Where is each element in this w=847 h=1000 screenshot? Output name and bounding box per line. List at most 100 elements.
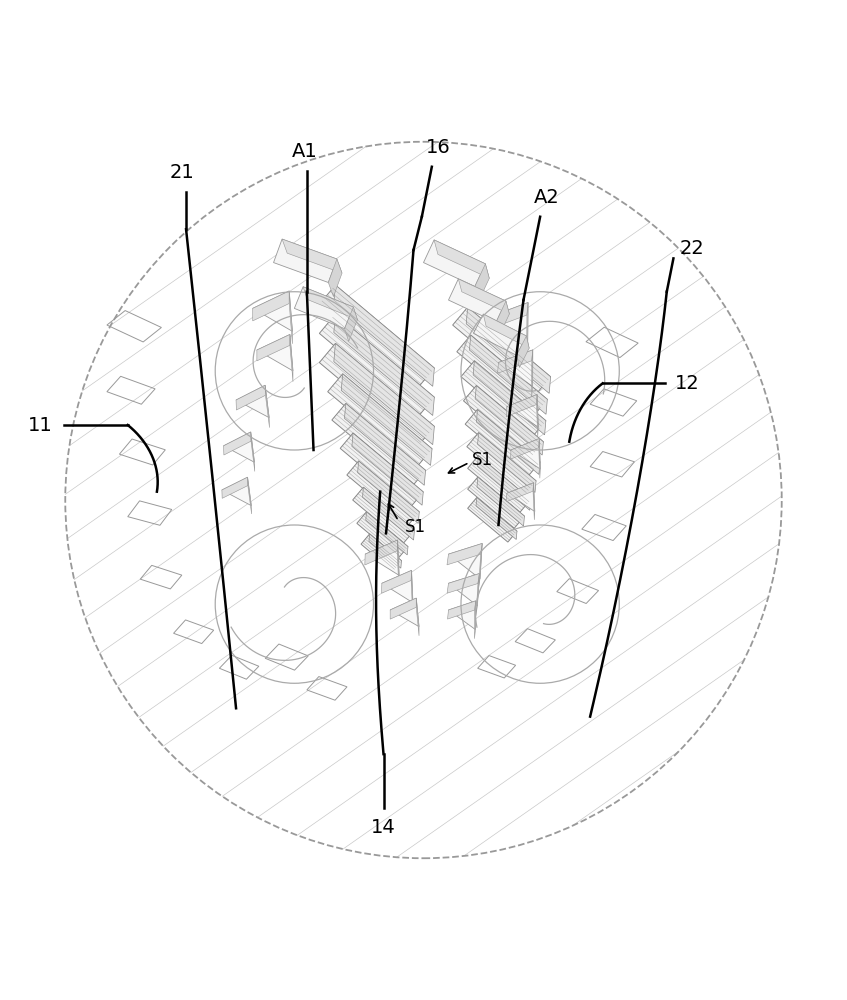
Polygon shape <box>536 395 538 437</box>
Polygon shape <box>252 291 292 331</box>
Polygon shape <box>365 540 399 575</box>
Polygon shape <box>476 410 540 474</box>
Text: 11: 11 <box>28 416 53 435</box>
Polygon shape <box>468 497 517 542</box>
Polygon shape <box>478 433 536 492</box>
Polygon shape <box>341 374 432 465</box>
Polygon shape <box>484 314 529 348</box>
Polygon shape <box>390 598 419 627</box>
Polygon shape <box>476 497 517 540</box>
Polygon shape <box>517 336 529 367</box>
Polygon shape <box>347 461 419 526</box>
Polygon shape <box>476 574 479 616</box>
Polygon shape <box>222 477 248 498</box>
Polygon shape <box>251 432 255 471</box>
Polygon shape <box>334 285 435 386</box>
Polygon shape <box>352 433 424 505</box>
Polygon shape <box>236 385 265 410</box>
Polygon shape <box>282 239 342 273</box>
Text: A2: A2 <box>534 188 560 207</box>
Polygon shape <box>340 433 424 507</box>
Polygon shape <box>452 307 551 395</box>
Polygon shape <box>447 601 476 619</box>
Polygon shape <box>434 240 490 278</box>
Polygon shape <box>319 343 435 446</box>
Polygon shape <box>247 477 252 514</box>
Polygon shape <box>363 487 414 540</box>
Polygon shape <box>449 574 479 606</box>
Polygon shape <box>411 570 413 613</box>
Polygon shape <box>449 601 476 630</box>
Text: A1: A1 <box>292 142 318 161</box>
Polygon shape <box>507 395 538 427</box>
Polygon shape <box>365 540 397 565</box>
Polygon shape <box>457 335 547 416</box>
Polygon shape <box>295 287 353 329</box>
Polygon shape <box>479 543 482 589</box>
Polygon shape <box>497 350 533 373</box>
Polygon shape <box>397 540 399 586</box>
Text: 14: 14 <box>371 818 396 837</box>
Polygon shape <box>334 343 435 445</box>
Polygon shape <box>345 307 357 341</box>
Polygon shape <box>303 287 357 320</box>
Polygon shape <box>499 350 533 386</box>
Polygon shape <box>416 598 419 636</box>
Polygon shape <box>319 285 435 387</box>
Polygon shape <box>475 264 490 301</box>
Polygon shape <box>473 361 545 435</box>
Polygon shape <box>447 574 479 593</box>
Polygon shape <box>507 395 537 417</box>
Polygon shape <box>449 279 506 322</box>
Polygon shape <box>352 487 414 543</box>
Polygon shape <box>475 386 544 455</box>
Polygon shape <box>467 433 536 495</box>
Polygon shape <box>319 314 435 416</box>
Polygon shape <box>511 439 540 459</box>
Polygon shape <box>468 456 531 512</box>
Polygon shape <box>463 386 544 457</box>
Polygon shape <box>361 534 401 571</box>
Polygon shape <box>257 334 290 361</box>
Polygon shape <box>224 432 254 462</box>
Text: 16: 16 <box>426 138 451 157</box>
Polygon shape <box>369 534 401 568</box>
Polygon shape <box>458 279 509 314</box>
Polygon shape <box>466 307 551 393</box>
Polygon shape <box>236 385 269 418</box>
Polygon shape <box>507 483 534 511</box>
Polygon shape <box>449 543 482 579</box>
Polygon shape <box>477 477 524 526</box>
Polygon shape <box>382 570 413 603</box>
Polygon shape <box>424 240 485 287</box>
Text: S1: S1 <box>405 518 426 536</box>
Polygon shape <box>489 303 528 329</box>
Polygon shape <box>473 314 526 355</box>
Polygon shape <box>224 432 251 455</box>
Polygon shape <box>222 477 252 506</box>
Polygon shape <box>469 335 547 414</box>
Polygon shape <box>490 303 528 343</box>
Polygon shape <box>447 543 482 565</box>
Text: S1: S1 <box>472 451 493 469</box>
Polygon shape <box>532 350 533 397</box>
Polygon shape <box>328 374 432 467</box>
Polygon shape <box>357 461 419 523</box>
Polygon shape <box>257 334 293 371</box>
Polygon shape <box>511 439 540 469</box>
Polygon shape <box>527 303 528 355</box>
Polygon shape <box>265 385 269 428</box>
Polygon shape <box>366 512 408 555</box>
Polygon shape <box>289 291 292 344</box>
Polygon shape <box>496 301 509 335</box>
Text: 22: 22 <box>680 239 705 258</box>
Polygon shape <box>332 403 425 487</box>
Text: 21: 21 <box>169 163 194 182</box>
Polygon shape <box>345 403 425 485</box>
Polygon shape <box>533 483 534 520</box>
Polygon shape <box>252 291 289 321</box>
Polygon shape <box>468 477 524 528</box>
Polygon shape <box>381 570 412 593</box>
Polygon shape <box>390 598 416 619</box>
Polygon shape <box>507 483 534 502</box>
